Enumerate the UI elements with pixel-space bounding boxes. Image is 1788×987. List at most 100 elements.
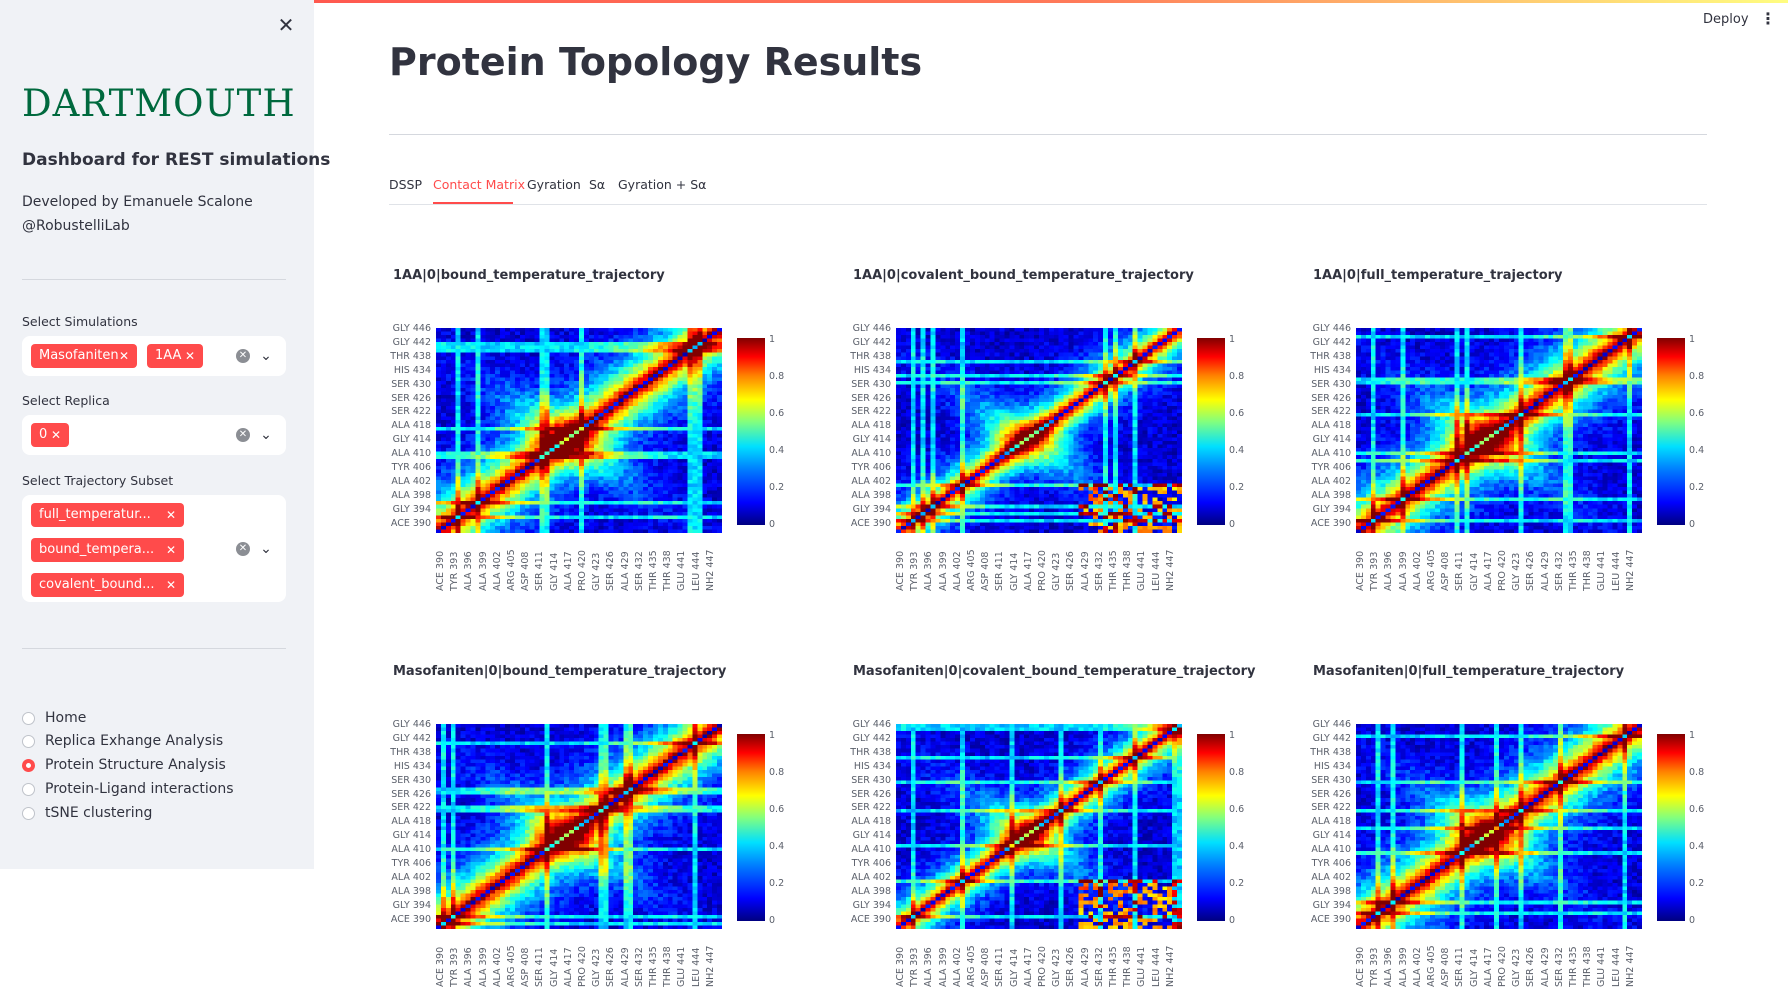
y-tick-label: TYR 406 xyxy=(851,462,891,473)
nav-radio-tsne[interactable]: tSNE clustering xyxy=(22,802,152,824)
clear-all-icon[interactable]: ✕ xyxy=(236,542,250,556)
y-tick-label: ALA 410 xyxy=(1311,448,1351,460)
chip-remove-icon[interactable]: ✕ xyxy=(184,349,195,363)
chevron-down-icon[interactable]: ⌄ xyxy=(260,427,272,443)
tab-dssp[interactable]: DSSP xyxy=(389,177,423,192)
tab-bar: DSSP Contact Matrix Gyration Sα Gyration… xyxy=(389,170,1707,205)
colorbar-tick-label: 0.6 xyxy=(769,408,785,419)
y-tick-label: SER 422 xyxy=(851,802,891,814)
chevron-down-icon[interactable]: ⌄ xyxy=(260,541,272,557)
y-tick-label: SER 430 xyxy=(851,774,891,786)
nav-radio-protein-ligand[interactable]: Protein-Ligand interactions xyxy=(22,778,234,800)
chip-simulation[interactable]: 1AA ✕ xyxy=(147,344,203,368)
x-tick-label: ALA 402 xyxy=(951,551,963,591)
x-tick-label: GLU 441 xyxy=(1136,550,1148,591)
y-tick-label: ALA 398 xyxy=(391,489,431,501)
colorbar-tick-label: 0.6 xyxy=(1689,408,1705,419)
y-tick-label: ACE 390 xyxy=(850,913,891,925)
x-tick-label: ALA 429 xyxy=(619,947,631,987)
chip-remove-icon[interactable]: ✕ xyxy=(165,543,176,557)
chip-trajectory[interactable]: bound_tempera... ✕ xyxy=(31,538,184,562)
chip-trajectory[interactable]: covalent_bound... ✕ xyxy=(31,573,184,597)
chip-remove-icon[interactable]: ✕ xyxy=(165,508,176,522)
y-tick-label: ALA 398 xyxy=(1311,489,1351,501)
y-tick-label: THR 438 xyxy=(390,350,431,362)
colorbar-tick-label: 0.2 xyxy=(1229,878,1245,889)
x-tick-label: SER 411 xyxy=(1454,947,1466,987)
x-tick-label: GLU 441 xyxy=(1136,946,1148,987)
y-tick-label: TYR 406 xyxy=(391,462,431,473)
y-tick-label: SER 422 xyxy=(851,406,891,418)
radio-icon[interactable] xyxy=(22,806,35,820)
x-tick-label: SER 432 xyxy=(1553,551,1565,591)
deploy-button[interactable]: Deploy xyxy=(1703,12,1749,27)
y-tick-label: GLY 446 xyxy=(1312,719,1351,730)
y-tick-label: GLY 394 xyxy=(1312,503,1351,515)
radio-icon[interactable] xyxy=(22,711,35,725)
y-tick-label: ALA 398 xyxy=(851,885,891,897)
chevron-down-icon[interactable]: ⌄ xyxy=(260,348,272,364)
x-tick-label: ALA 429 xyxy=(619,551,631,591)
y-tick-label: ALA 410 xyxy=(391,844,431,856)
y-tick-label: ALA 410 xyxy=(391,448,431,460)
colorbar-tick-label: 1 xyxy=(1229,334,1236,345)
nav-radio-replica-exchange[interactable]: Replica Exhange Analysis xyxy=(22,730,223,752)
chip-remove-icon[interactable]: ✕ xyxy=(118,349,129,363)
sidebar-title: Dashboard for REST simulations xyxy=(22,150,331,170)
chip-trajectory[interactable]: full_temperatur... ✕ xyxy=(31,503,184,527)
x-tick-label: ALA 399 xyxy=(937,551,949,591)
x-tick-label: LEU 444 xyxy=(690,551,702,591)
nav-radio-home[interactable]: Home xyxy=(22,707,86,729)
x-tick-label: TYR 393 xyxy=(1369,947,1381,987)
x-tick-label: ALA 399 xyxy=(477,551,489,591)
x-tick-label: TYR 393 xyxy=(449,551,461,591)
y-tick-label: GLY 442 xyxy=(392,336,431,348)
select-replica-multiselect[interactable]: 0 ✕ ✕ ⌄ xyxy=(22,415,286,455)
x-tick-label: ARG 405 xyxy=(506,945,517,987)
tab-gyration-s-alpha[interactable]: Gyration + Sα xyxy=(618,177,707,192)
radio-selected-icon[interactable] xyxy=(22,758,35,772)
clear-all-icon[interactable]: ✕ xyxy=(236,349,250,363)
x-tick-label: GLY 414 xyxy=(1468,552,1480,591)
x-tick-label: ALA 396 xyxy=(1383,947,1395,987)
y-axis-labels: GLY 446 GLY 442 THR 438 HIS 434 SER 430 SER 4… xyxy=(1301,323,1351,533)
select-trajectory-multiselect[interactable]: full_temperatur... ✕ bound_tempera... ✕ co… xyxy=(22,495,286,602)
tab-s-alpha[interactable]: Sα xyxy=(589,177,606,192)
x-tick-label: GLY 423 xyxy=(591,948,603,987)
x-tick-label: THR 438 xyxy=(1582,550,1594,591)
x-tick-label: GLY 423 xyxy=(1511,552,1523,591)
plot-title: 1AA|0|covalent_bound_temperature_traject… xyxy=(853,268,1194,283)
y-tick-label: ACE 390 xyxy=(390,517,431,529)
kebab-menu-icon[interactable]: ⋮ xyxy=(1760,9,1776,28)
x-tick-label: THR 435 xyxy=(1108,946,1119,987)
clear-all-icon[interactable]: ✕ xyxy=(236,428,250,442)
tab-contact-matrix[interactable]: Contact Matrix xyxy=(433,177,525,192)
y-tick-label: SER 422 xyxy=(1311,802,1351,814)
nav-radio-protein-structure[interactable]: Protein Structure Analysis xyxy=(22,754,226,776)
tab-gyration[interactable]: Gyration xyxy=(527,177,581,192)
x-tick-label: SER 426 xyxy=(1065,551,1077,591)
x-tick-label: GLY 414 xyxy=(1468,948,1480,987)
chip-remove-icon[interactable]: ✕ xyxy=(165,578,176,592)
x-axis-labels: ACE 390 TYR 393 ALA 396 ALA 399 ALA 402 ARG 4… xyxy=(435,543,722,591)
close-icon[interactable]: ✕ xyxy=(277,13,295,37)
colorbar-tick-label: 0 xyxy=(1689,915,1696,926)
x-tick-label: PRO 420 xyxy=(577,550,588,591)
y-tick-label: GLY 442 xyxy=(852,732,891,744)
y-tick-label: ALA 402 xyxy=(1311,871,1351,883)
x-tick-label: ALA 399 xyxy=(1397,947,1409,987)
select-simulations-multiselect[interactable]: Masofaniten ✕ 1AA ✕ ✕ ⌄ xyxy=(22,336,286,376)
y-tick-label: GLY 414 xyxy=(392,434,431,446)
chip-remove-icon[interactable]: ✕ xyxy=(50,428,61,442)
chip-simulation[interactable]: Masofaniten ✕ xyxy=(31,344,137,368)
y-tick-label: GLY 414 xyxy=(852,434,891,446)
y-tick-label: ACE 390 xyxy=(1310,913,1351,925)
x-tick-label: ALA 402 xyxy=(1411,947,1423,987)
x-tick-label: THR 438 xyxy=(662,550,674,591)
chip-replica[interactable]: 0 ✕ xyxy=(31,423,69,447)
radio-icon[interactable] xyxy=(22,734,35,748)
x-tick-label: ALA 396 xyxy=(1383,551,1395,591)
x-tick-label: SER 426 xyxy=(605,551,617,591)
radio-icon[interactable] xyxy=(22,782,35,796)
dartmouth-logo: DARTMOUTH xyxy=(22,82,296,125)
